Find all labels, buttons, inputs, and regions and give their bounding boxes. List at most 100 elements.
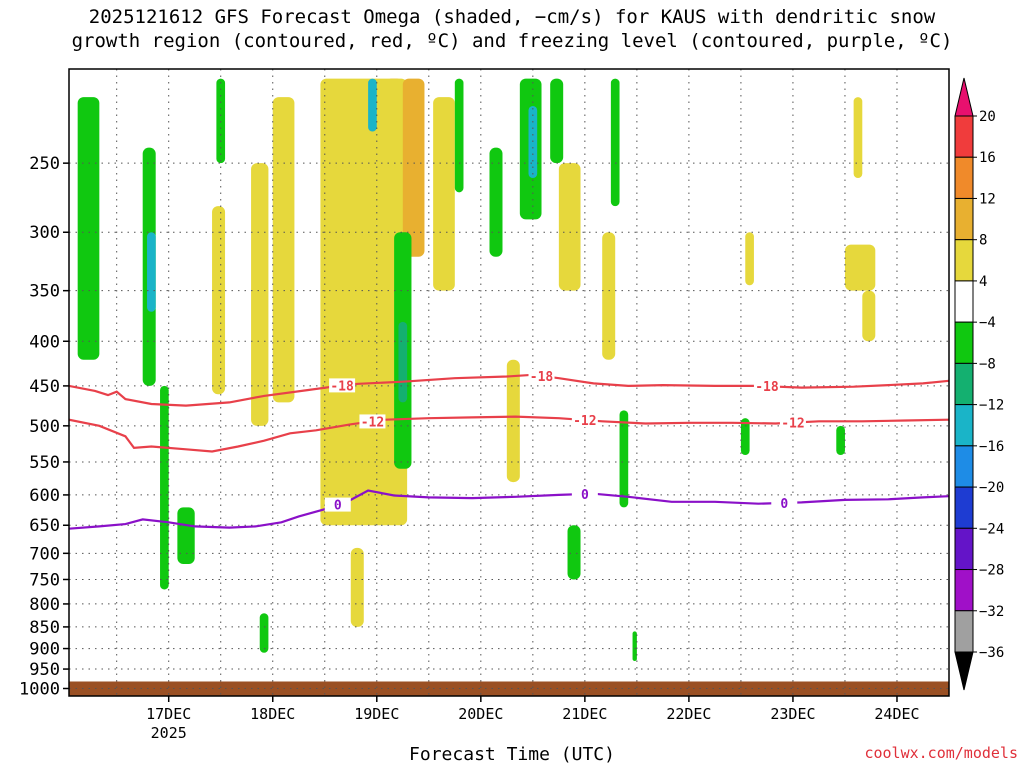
source-credit: coolwx.com/models [864, 744, 1018, 762]
colorbar-label: 8 [979, 233, 987, 249]
omega-patch [272, 97, 295, 403]
omega-patch [862, 290, 876, 342]
plot-frame [68, 68, 950, 697]
x-tick-label: 22DEC [666, 705, 711, 723]
contour-label-bg [753, 379, 780, 394]
colorbar-bin [954, 197, 974, 241]
colorbar-label: −28 [979, 563, 1004, 579]
contour-line--18 [69, 373, 949, 407]
y-tick-label: 800 [29, 595, 60, 615]
omega-patch [567, 525, 581, 580]
colorbar-label: 12 [979, 191, 996, 207]
omega-patch [740, 418, 750, 455]
colorbar-label: −24 [979, 521, 1004, 537]
colorbar-label: −20 [979, 480, 1004, 496]
contour-label: 0 [780, 497, 788, 512]
contour-label-bg [324, 497, 351, 512]
contour-label-bg [528, 368, 555, 383]
colorbar-label: −4 [979, 315, 996, 331]
contour-label-bg [779, 415, 806, 430]
y-tick-label: 900 [29, 640, 60, 660]
chart-title-line-1: 2025121612 GFS Forecast Omega (shaded, −… [88, 6, 936, 28]
contour-label-bg [771, 495, 798, 510]
ground-fill [69, 681, 949, 696]
x-tick-label: 17DEC [146, 705, 191, 723]
ground-layer [69, 681, 949, 696]
contour-label: -12 [361, 415, 384, 430]
colorbar-bin [954, 321, 974, 364]
omega-patch [619, 410, 629, 508]
pressure-axis: 2503003504004505005506006507007508008509… [19, 154, 69, 699]
colorbar-label: −12 [979, 398, 1004, 414]
x-tick-label: 21DEC [562, 705, 607, 723]
y-tick-label: 700 [29, 544, 60, 564]
y-tick-label: 550 [29, 453, 60, 473]
y-tick-label: 600 [29, 486, 60, 506]
colorbar-bin [954, 404, 974, 447]
colorbar-label: −8 [979, 356, 996, 372]
colorbar-label: 20 [979, 109, 996, 125]
omega-patch [610, 78, 620, 207]
omega-patch [368, 78, 377, 132]
omega-patch [216, 78, 226, 164]
omega-patch [160, 385, 169, 590]
x-tick-label: 18DEC [250, 705, 295, 723]
omega-patch [177, 507, 195, 565]
omega-patch [350, 547, 364, 627]
omega-patch [259, 613, 269, 653]
chart-title-line-2: growth region (contoured, red, ºC) and f… [71, 30, 953, 52]
omega-patch [398, 321, 408, 403]
omega-patch [489, 147, 503, 257]
colorbar-bin [954, 445, 974, 488]
colorbar-bin [954, 569, 974, 612]
y-tick-label: 350 [29, 282, 60, 302]
omega-patch [558, 163, 581, 291]
omega-patch [147, 232, 156, 312]
colorbar-legend: 20 16 12 8 4 −4 −8 −12 −16 −20 −24 −28 −32 −36 [954, 77, 1004, 691]
omega-patch [844, 244, 876, 291]
y-tick-label: 750 [29, 570, 60, 590]
contour-label: -18 [330, 379, 354, 394]
colorbar-bottom-arrow [954, 651, 974, 691]
omega-patch [506, 359, 520, 483]
colorbar-label: 16 [979, 150, 996, 166]
colorbar-bin [954, 486, 974, 529]
y-tick-label: 500 [29, 417, 60, 437]
x-tick-label: 20DEC [458, 705, 503, 723]
omega-patch [745, 232, 754, 286]
colorbar-bin [954, 362, 974, 406]
omega-patch [212, 206, 226, 395]
colorbar-bin [954, 527, 974, 571]
omega-patch [251, 163, 269, 426]
contour-label-bg [329, 378, 356, 393]
contour-label-bg [571, 413, 598, 428]
y-tick-label: 850 [29, 618, 60, 638]
x-tick-label: 24DEC [874, 705, 919, 723]
y-tick-label: 450 [29, 377, 60, 397]
omega-patch [454, 78, 464, 193]
contour-label: -18 [755, 380, 779, 395]
omega-patch [320, 78, 408, 526]
contour-label: -18 [530, 370, 554, 385]
x-tick-sublabel: 2025 [151, 724, 187, 742]
colorbar-bin [954, 156, 974, 199]
colorbar-label: −16 [979, 439, 1004, 455]
contour-lines: -18 -18 -18 -12 -12 -12 0 0 0 [69, 368, 949, 530]
x-axis-label: Forecast Time (UTC) [409, 744, 615, 765]
contour-label-bg [359, 414, 386, 429]
y-tick-label: 1000 [19, 679, 60, 699]
omega-patch [836, 425, 845, 455]
colorbar-bin [954, 610, 974, 653]
contour-label: 0 [581, 488, 589, 503]
colorbar-bin [954, 239, 974, 282]
omega-patch [433, 97, 455, 291]
contour-line--12 [69, 415, 949, 453]
x-tick-label: 19DEC [354, 705, 399, 723]
contour-label: -12 [781, 417, 804, 432]
colorbar-top-arrow [954, 77, 974, 117]
omega-shading [77, 78, 876, 661]
omega-patch [632, 631, 637, 661]
contour-label: -12 [573, 414, 596, 429]
